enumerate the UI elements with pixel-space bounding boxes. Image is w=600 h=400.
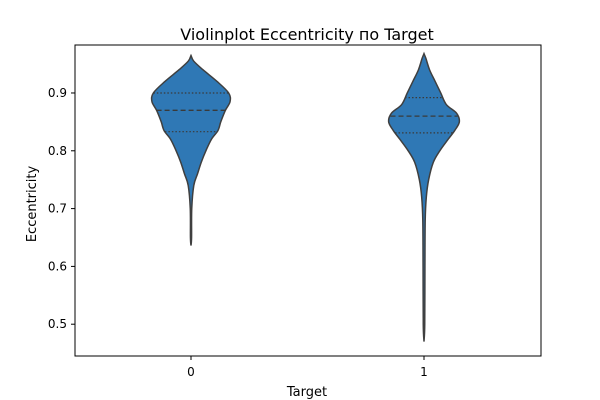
y-axis-label: Eccentricity — [25, 166, 40, 243]
y-tick-label-0.8: 0.8 — [48, 144, 67, 158]
plot-frame — [74, 44, 542, 357]
y-tick-label-0.7: 0.7 — [48, 202, 67, 216]
y-axis: 0.5 0.6 0.7 0.8 0.9 — [48, 86, 75, 331]
y-tick-label-0.9: 0.9 — [48, 86, 67, 100]
violin-group-1 — [387, 51, 461, 342]
y-tick-label-0.5: 0.5 — [48, 317, 67, 331]
violin-group-0 — [150, 53, 232, 246]
x-axis-label: Target — [286, 385, 327, 400]
violins-layer — [150, 51, 461, 342]
x-tick-label-1: 1 — [420, 365, 428, 379]
violin-body-1 — [387, 51, 461, 342]
y-tick-label-0.6: 0.6 — [48, 259, 67, 273]
x-tick-label-0: 0 — [187, 365, 195, 379]
violin-body-0 — [150, 53, 232, 246]
chart-title: Violinplot Eccentricity по Target — [180, 25, 434, 44]
